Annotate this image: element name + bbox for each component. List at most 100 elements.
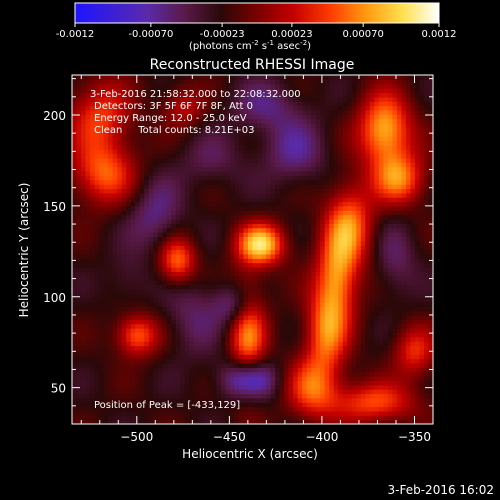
heatmap-cell bbox=[121, 349, 127, 355]
heatmap-cell bbox=[220, 354, 227, 360]
heatmap-cell bbox=[302, 275, 308, 281]
heatmap-cell bbox=[81, 328, 87, 333]
heatmap-cell bbox=[261, 376, 267, 381]
heatmap-cell bbox=[410, 188, 416, 194]
heatmap-cell bbox=[387, 218, 393, 224]
heatmap-cell bbox=[153, 393, 159, 399]
heatmap-cell bbox=[211, 293, 217, 299]
heatmap-cell bbox=[103, 406, 109, 412]
heatmap-cell bbox=[414, 376, 421, 381]
heatmap-cell bbox=[243, 332, 249, 338]
heatmap-cell bbox=[121, 397, 127, 403]
heatmap-cell bbox=[320, 410, 326, 416]
heatmap-cell bbox=[220, 201, 227, 207]
heatmap-cell bbox=[405, 341, 412, 347]
heatmap-cell bbox=[130, 166, 136, 172]
heatmap-cell bbox=[284, 153, 290, 159]
heatmap-cell bbox=[410, 314, 416, 320]
heatmap-cell bbox=[365, 349, 371, 355]
heatmap-cell bbox=[338, 293, 344, 299]
heatmap-cell bbox=[293, 341, 299, 347]
heatmap-cell bbox=[333, 293, 339, 299]
heatmap-cell bbox=[90, 367, 96, 373]
heatmap-cell bbox=[270, 314, 276, 320]
heatmap-cell bbox=[234, 314, 240, 320]
heatmap-cell bbox=[257, 280, 263, 285]
heatmap-cell bbox=[153, 175, 159, 181]
heatmap-cell bbox=[284, 232, 290, 238]
heatmap-cell bbox=[365, 371, 371, 377]
heatmap-cell bbox=[108, 258, 114, 264]
heatmap-cell bbox=[302, 323, 308, 329]
heatmap-cell bbox=[99, 175, 105, 181]
heatmap-cell bbox=[90, 314, 96, 320]
heatmap-cell bbox=[360, 170, 366, 176]
heatmap-cell bbox=[257, 258, 263, 264]
heatmap-cell bbox=[266, 380, 272, 386]
heatmap-cell bbox=[347, 280, 353, 285]
heatmap-cell bbox=[216, 197, 222, 203]
heatmap-cell bbox=[333, 240, 339, 246]
heatmap-cell bbox=[171, 227, 177, 233]
heatmap-cell bbox=[162, 332, 168, 338]
heatmap-cell bbox=[216, 397, 222, 403]
heatmap-cell bbox=[351, 288, 357, 294]
heatmap-cell bbox=[428, 249, 433, 255]
heatmap-cell bbox=[243, 345, 249, 351]
heatmap-cell bbox=[166, 397, 172, 403]
heatmap-cell bbox=[144, 218, 150, 224]
heatmap-cell bbox=[306, 341, 312, 347]
heatmap-cell bbox=[198, 210, 204, 216]
heatmap-cell bbox=[166, 253, 172, 259]
heatmap-cell bbox=[360, 288, 366, 294]
heatmap-cell bbox=[369, 157, 375, 163]
heatmap-cell bbox=[347, 184, 353, 190]
heatmap-cell bbox=[347, 310, 353, 316]
heatmap-cell bbox=[419, 376, 425, 381]
heatmap-cell bbox=[383, 280, 389, 285]
heatmap-cell bbox=[401, 288, 407, 294]
heatmap-cell bbox=[139, 249, 145, 255]
heatmap-cell bbox=[157, 253, 163, 259]
heatmap-cell bbox=[369, 362, 375, 368]
heatmap-cell bbox=[220, 232, 227, 238]
heatmap-cell bbox=[261, 205, 267, 211]
heatmap-cell bbox=[108, 415, 114, 421]
heatmap-cell bbox=[297, 170, 303, 176]
heatmap-cell bbox=[252, 367, 258, 373]
heatmap-cell bbox=[387, 214, 393, 220]
heatmap-cell bbox=[148, 341, 154, 347]
heatmap-cell bbox=[410, 249, 416, 255]
heatmap-cell bbox=[333, 380, 339, 386]
heatmap-cell bbox=[234, 354, 240, 360]
heatmap-cell bbox=[121, 149, 127, 155]
heatmap-cell bbox=[252, 223, 258, 229]
heatmap-cell bbox=[347, 223, 353, 229]
heatmap-cell bbox=[401, 371, 407, 377]
heatmap-cell bbox=[243, 249, 249, 255]
heatmap-cell bbox=[139, 170, 145, 176]
heatmap-cell bbox=[401, 341, 407, 347]
heatmap-cell bbox=[184, 262, 190, 268]
heatmap-cell bbox=[275, 153, 281, 159]
heatmap-cell bbox=[207, 271, 213, 277]
heatmap-cell bbox=[216, 354, 222, 360]
heatmap-cell bbox=[216, 419, 222, 424]
heatmap-cell bbox=[85, 332, 91, 338]
heatmap-cell bbox=[383, 393, 389, 399]
heatmap-cell bbox=[162, 232, 168, 238]
heatmap-cell bbox=[288, 175, 294, 181]
heatmap-cell bbox=[175, 162, 181, 168]
heatmap-cell bbox=[180, 201, 186, 207]
heatmap-cell bbox=[414, 310, 421, 316]
heatmap-cell bbox=[302, 162, 308, 168]
heatmap-cell bbox=[148, 349, 154, 355]
heatmap-cell bbox=[329, 214, 335, 220]
heatmap-cell bbox=[284, 275, 290, 281]
heatmap-cell bbox=[297, 284, 303, 290]
heatmap-cell bbox=[148, 179, 154, 185]
heatmap-cell bbox=[279, 188, 285, 194]
heatmap-cell bbox=[139, 319, 145, 325]
heatmap-cell bbox=[162, 240, 168, 246]
heatmap-cell bbox=[171, 162, 177, 168]
